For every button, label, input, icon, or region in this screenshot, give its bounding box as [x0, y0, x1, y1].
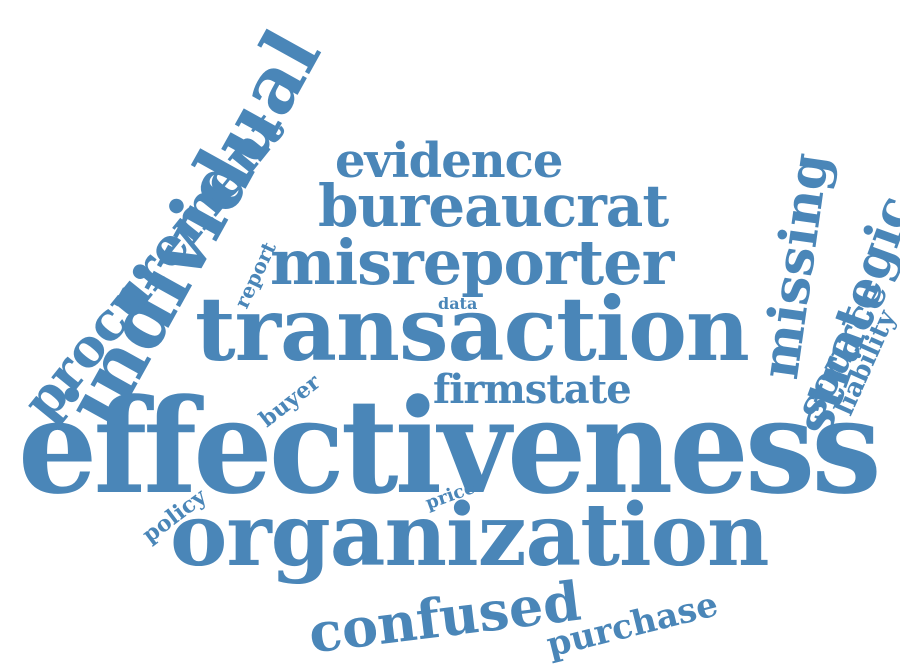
word-organization: organization: [170, 485, 770, 586]
word-misreporter: misreporter: [270, 226, 674, 299]
word-data: data: [438, 294, 478, 313]
word-confused: confused: [305, 568, 585, 666]
word-firmstate: firmstate: [433, 366, 632, 413]
word-bureaucrat: bureaucrat: [318, 172, 669, 240]
word-evidence: evidence: [335, 133, 563, 189]
word-effectiveness: effectiveness: [17, 370, 882, 523]
word-transaction: transaction: [195, 277, 750, 381]
